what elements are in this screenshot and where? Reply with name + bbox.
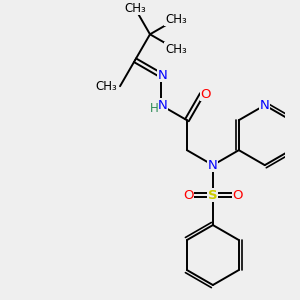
Text: O: O [200,88,211,101]
Text: CH₃: CH₃ [165,13,187,26]
Text: N: N [158,69,167,82]
Text: N: N [158,99,167,112]
Text: N: N [208,159,218,172]
Text: O: O [183,189,194,202]
Text: S: S [208,189,218,202]
Text: O: O [232,189,243,202]
Text: H: H [150,102,159,115]
Text: CH₃: CH₃ [124,2,146,15]
Text: CH₃: CH₃ [95,80,117,93]
Text: CH₃: CH₃ [165,43,187,56]
Text: N: N [260,99,270,112]
